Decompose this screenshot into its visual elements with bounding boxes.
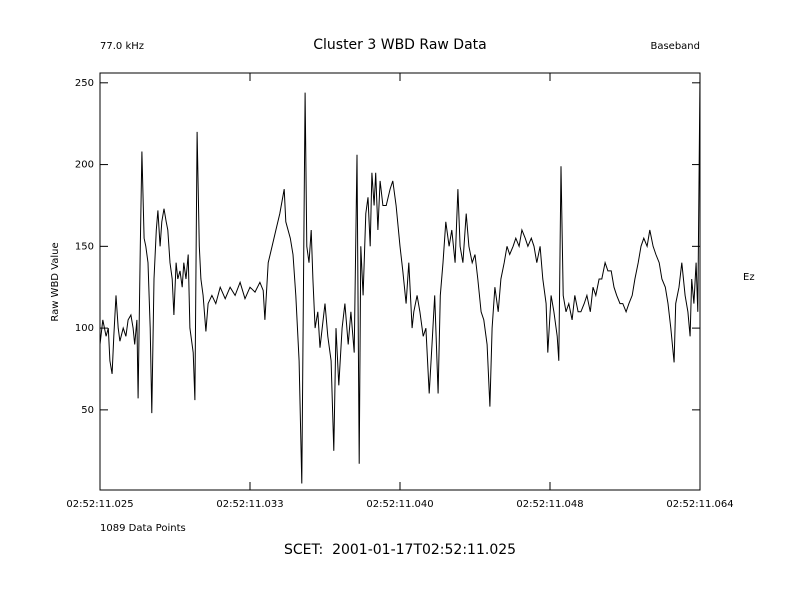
x-tick-label: 02:52:11.048: [516, 499, 583, 510]
y-tick-label: 50: [81, 405, 94, 416]
y-axis-label: Raw WBD Value: [50, 242, 61, 321]
chart-title: Cluster 3 WBD Raw Data: [313, 37, 487, 53]
x-tick-label: 02:52:11.033: [216, 499, 283, 510]
y-tick-label: 150: [75, 241, 94, 252]
mode-label: Baseband: [650, 41, 700, 52]
channel-label: Ez: [743, 272, 755, 283]
y-tick-label: 250: [75, 78, 94, 89]
data-line: [99, 74, 701, 484]
x-tick-label: 02:52:11.025: [66, 499, 133, 510]
points-label: 1089 Data Points: [100, 523, 186, 534]
y-tick-label: 100: [75, 323, 94, 334]
y-tick-label: 200: [75, 160, 94, 171]
x-tick-label: 02:52:11.064: [666, 499, 733, 510]
plot-frame: [99, 72, 701, 491]
x-tick-label: 02:52:11.040: [366, 499, 433, 510]
scet-label: SCET: 2001-01-17T02:52:11.025: [284, 542, 516, 558]
frequency-label: 77.0 kHz: [100, 41, 144, 52]
